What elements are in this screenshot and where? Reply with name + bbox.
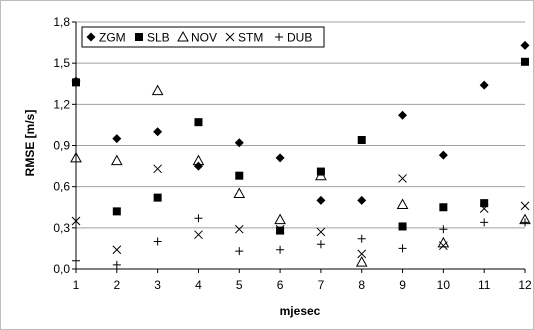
point-zgm: [438, 150, 448, 160]
legend-marker-stm: [225, 32, 235, 42]
point-slb: [439, 203, 448, 212]
legend: ZGM SLB NOV STM DUB: [81, 26, 325, 48]
y-tick-label: 0,3: [53, 221, 70, 235]
point-zgm: [112, 134, 122, 144]
legend-marker-dub: [275, 33, 283, 41]
point-dub: [153, 237, 162, 246]
point-nov: [110, 154, 123, 166]
x-tick-label: 3: [154, 278, 161, 292]
point-nov: [151, 84, 164, 96]
point-stm: [275, 224, 285, 234]
point-nov: [437, 236, 450, 248]
point-dub: [72, 256, 80, 265]
point-zgm: [316, 195, 326, 205]
axes: [72, 21, 526, 273]
point-dub: [398, 244, 407, 253]
data-points: [70, 40, 531, 269]
y-tick-label: 0,9: [53, 139, 70, 153]
point-nov: [192, 154, 205, 166]
legend-label-stm: STM: [238, 31, 263, 45]
tick-labels: 0,00,30,60,91,21,51,81 2 3 4 5 6 7 8 9 10 11 12: [53, 15, 532, 292]
point-dub: [357, 234, 366, 243]
point-dub: [521, 218, 529, 227]
x-tick-label: 10: [437, 278, 451, 292]
point-zgm: [398, 110, 408, 120]
point-slb: [521, 57, 529, 66]
point-stm: [520, 201, 530, 211]
point-stm: [398, 174, 407, 183]
point-nov: [315, 169, 327, 181]
point-zgm: [193, 161, 203, 171]
point-dub: [235, 247, 244, 256]
point-dub: [480, 218, 489, 227]
y-tick-label: 0,6: [53, 180, 70, 194]
point-slb: [194, 118, 203, 127]
x-axis-label: mjesec: [280, 304, 321, 318]
y-axis-label: RMSE [m/s]: [23, 110, 37, 177]
x-tick-label: 7: [318, 278, 325, 292]
point-dub: [439, 225, 448, 234]
x-tick-label: 11: [478, 278, 491, 292]
x-tick-label: 12: [518, 278, 532, 292]
x-tick-label: 9: [399, 278, 406, 292]
point-stm: [357, 249, 367, 259]
point-nov: [396, 198, 409, 210]
point-slb: [480, 199, 489, 208]
y-tick-label: 1,2: [53, 97, 70, 111]
point-dub: [112, 260, 121, 269]
x-tick-label: 8: [358, 278, 365, 292]
gridlines: [76, 21, 525, 229]
x-tick-label: 2: [113, 278, 120, 292]
point-zgm: [520, 40, 530, 50]
point-zgm: [357, 195, 367, 205]
point-slb: [153, 193, 162, 202]
point-stm: [194, 230, 203, 240]
point-dub: [194, 214, 203, 223]
point-stm: [234, 224, 244, 234]
legend-label-zgm: ZGM: [99, 31, 126, 45]
point-zgm: [153, 127, 163, 137]
point-stm: [439, 241, 448, 251]
point-nov: [274, 213, 286, 225]
y-tick-label: 1,5: [53, 56, 70, 70]
point-nov: [355, 256, 368, 267]
point-dub: [276, 245, 285, 254]
y-tick-label: 1,8: [53, 15, 70, 29]
point-nov: [70, 151, 82, 163]
point-stm: [71, 216, 81, 226]
legend-marker-zgm: [86, 32, 96, 42]
legend-marker-slb: [135, 33, 143, 41]
point-slb: [235, 171, 244, 180]
x-tick-label: 4: [195, 278, 202, 292]
point-stm: [316, 227, 326, 237]
point-slb: [398, 222, 407, 231]
legend-label-dub: DUB: [287, 31, 312, 45]
point-slb: [112, 207, 121, 216]
point-stm: [112, 245, 122, 255]
point-dub: [316, 240, 325, 249]
point-stm: [153, 164, 162, 174]
point-stm: [479, 204, 489, 213]
legend-box: [81, 26, 325, 48]
x-tick-label: 5: [236, 278, 243, 292]
x-tick-label: 6: [277, 278, 284, 292]
point-zgm: [234, 138, 244, 148]
point-zgm: [275, 153, 285, 163]
y-tick-label: 0,0: [53, 262, 70, 276]
point-slb: [357, 136, 366, 145]
point-nov: [233, 187, 246, 199]
point-zgm: [479, 80, 489, 90]
x-tick-label: 1: [73, 278, 80, 292]
legend-label-nov: NOV: [191, 31, 217, 45]
point-slb: [276, 226, 285, 235]
legend-label-slb: SLB: [147, 31, 170, 45]
legend-marker-nov: [177, 30, 189, 42]
point-slb: [72, 78, 80, 87]
